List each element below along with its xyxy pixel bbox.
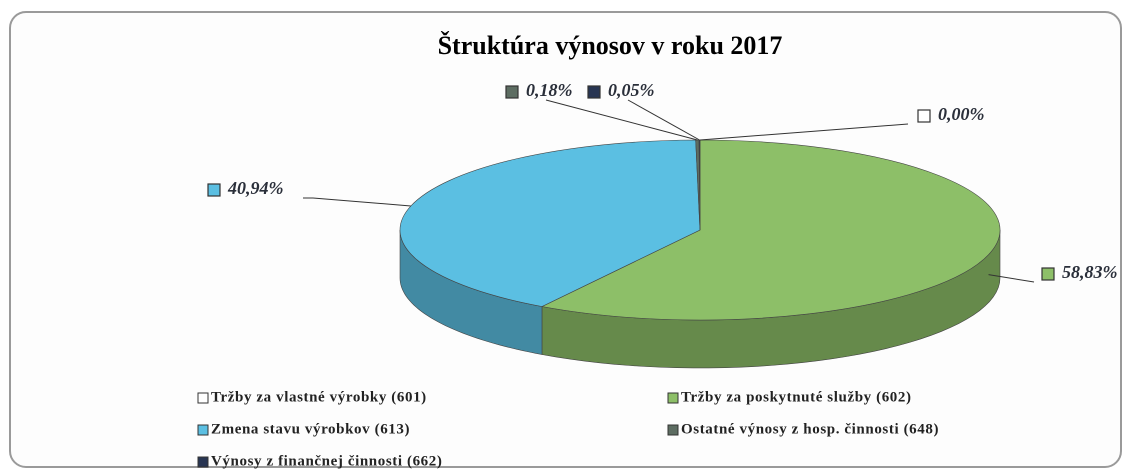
legend-label: Tržby za vlastné výrobky (601)	[211, 389, 427, 405]
value-label: 58,83%	[1062, 262, 1118, 282]
legend-swatch	[197, 424, 209, 436]
label-swatch	[505, 85, 519, 99]
value-label: 40,94%	[227, 178, 284, 198]
legend-swatch	[197, 392, 209, 404]
chart-title: Štruktúra výnosov v roku 2017	[438, 31, 783, 60]
legend-swatch	[667, 424, 679, 436]
legend-label: Tržby za poskytnuté služby (602)	[681, 389, 912, 405]
leader-line	[545, 99, 698, 141]
label-swatch	[917, 109, 931, 123]
value-label: 0,00%	[938, 104, 985, 124]
value-label: 0,05%	[608, 80, 655, 100]
leader-line	[627, 99, 700, 141]
legend-swatch	[667, 392, 679, 404]
label-swatch	[1041, 267, 1055, 281]
value-label: 0,18%	[526, 80, 573, 100]
label-swatch	[587, 85, 601, 99]
leader-line	[988, 274, 1035, 283]
legend-label: Ostatné výnosy z hosp. činnosti (648)	[681, 421, 939, 437]
leader-line	[699, 123, 909, 141]
legend-label: Výnosy z finančnej činnosti (662)	[211, 453, 442, 469]
label-swatch	[207, 183, 221, 197]
slice	[541, 139, 1001, 321]
leader-line	[303, 197, 411, 207]
legend-swatch	[197, 456, 209, 468]
legend-label: Zmena stavu výrobkov (613)	[211, 421, 410, 437]
